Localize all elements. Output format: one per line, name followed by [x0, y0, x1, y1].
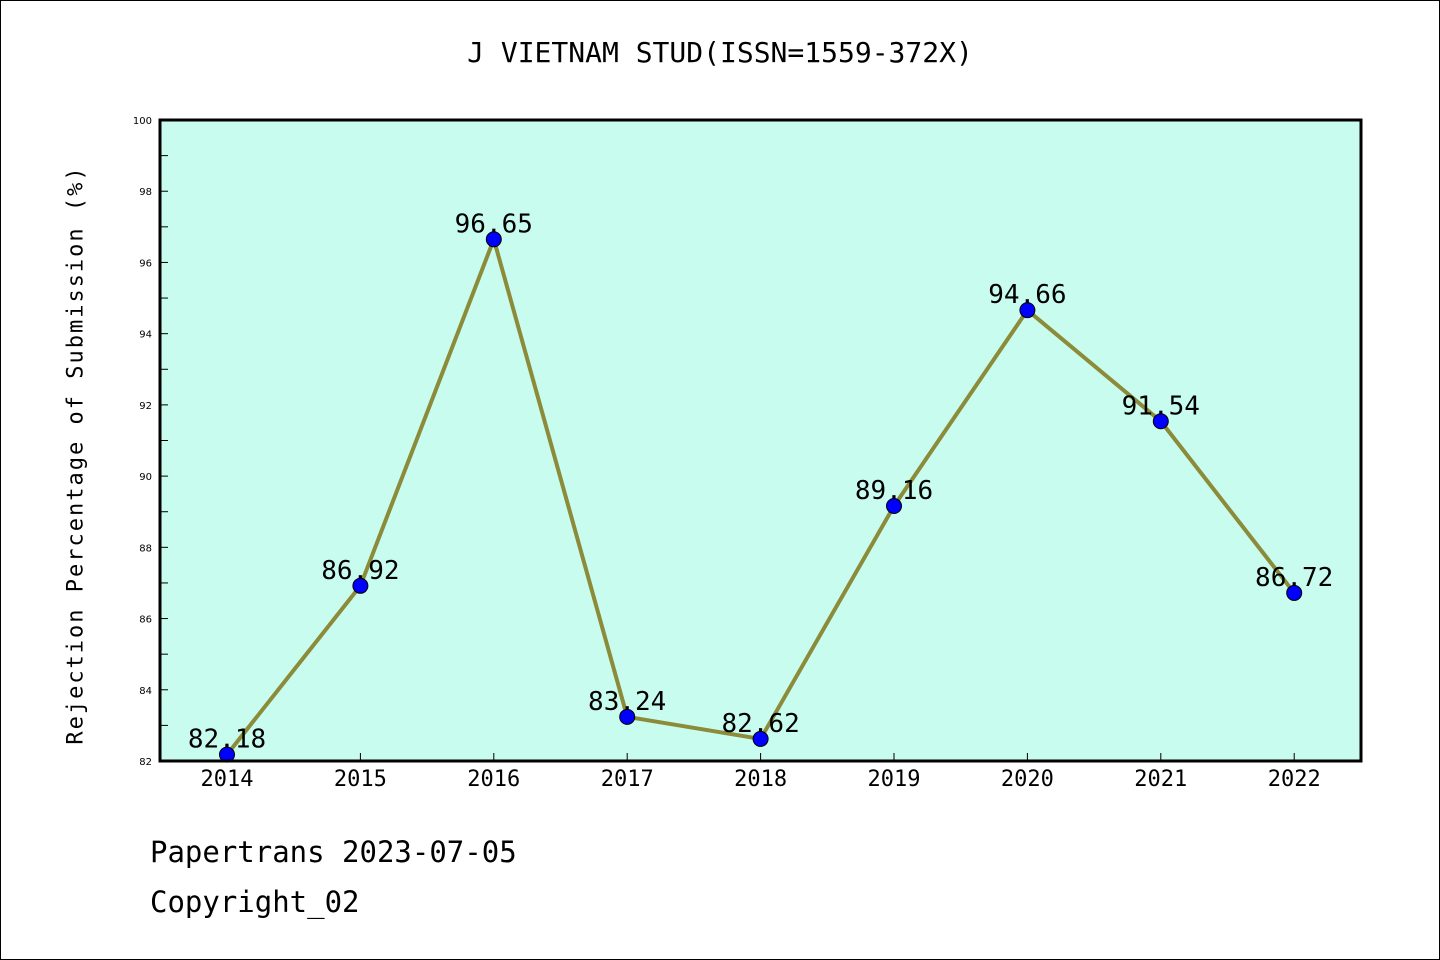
y-tick-label: 96 — [139, 258, 152, 269]
y-tick-label: 82 — [139, 757, 152, 768]
x-tick-label: 2018 — [734, 767, 787, 792]
x-tick-label: 2016 — [467, 767, 520, 792]
data-point — [1286, 584, 1303, 601]
data-point — [352, 577, 369, 594]
data-point — [886, 498, 902, 515]
y-tick-label: 86 — [139, 615, 152, 626]
data-label: 86.92 — [321, 556, 399, 586]
data-labels: 82.18 86.92 96.65 83.24 82.62 89.16 94.66 91.54… — [188, 209, 1333, 754]
chart-title: J VIETNAM STUD(ISSN=1559-372X) — [467, 36, 973, 69]
footer-copyright: Copyright_02 — [150, 885, 360, 919]
data-point — [485, 231, 502, 248]
data-point — [1019, 302, 1036, 319]
y-tick-label: 90 — [139, 472, 152, 483]
data-label: 96.65 — [455, 209, 533, 239]
data-label: 91.54 — [1122, 391, 1200, 421]
y-tick-label: 94 — [139, 330, 152, 341]
footer-credit: Papertrans 2023-07-05 — [150, 835, 517, 869]
x-tick-label: 2021 — [1134, 767, 1187, 792]
x-axis-ticks: 2014 2015 2016 2017 2018 2019 2020 2021 2022 — [201, 753, 1321, 792]
x-tick-label: 2022 — [1268, 767, 1321, 792]
x-tick-label: 2019 — [868, 767, 921, 792]
plot-border — [158, 118, 1363, 763]
data-point — [752, 730, 769, 747]
data-label: 82.18 — [188, 725, 266, 755]
series-markers — [219, 231, 1303, 763]
data-label: 89.16 — [855, 476, 933, 506]
x-tick-label: 2017 — [601, 767, 654, 792]
x-tick-label: 2015 — [334, 767, 387, 792]
y-tick-label: 100 — [133, 116, 152, 127]
data-label: 82.62 — [721, 709, 799, 739]
plot-area — [160, 120, 1361, 761]
data-label: 86.72 — [1255, 563, 1333, 593]
data-label: 94.66 — [988, 280, 1066, 310]
y-tick-label: 92 — [139, 401, 152, 412]
y-tick-label: 88 — [139, 543, 152, 554]
data-label: 83.24 — [588, 687, 666, 717]
x-tick-label: 2020 — [1001, 767, 1054, 792]
y-axis-ticks: 82 84 86 88 90 92 94 96 98 100 — [133, 116, 168, 768]
x-tick-label: 2014 — [201, 767, 254, 792]
data-point — [1152, 413, 1169, 430]
y-tick-label: 98 — [139, 187, 152, 198]
data-point — [619, 708, 636, 725]
y-tick-label: 84 — [139, 686, 152, 697]
